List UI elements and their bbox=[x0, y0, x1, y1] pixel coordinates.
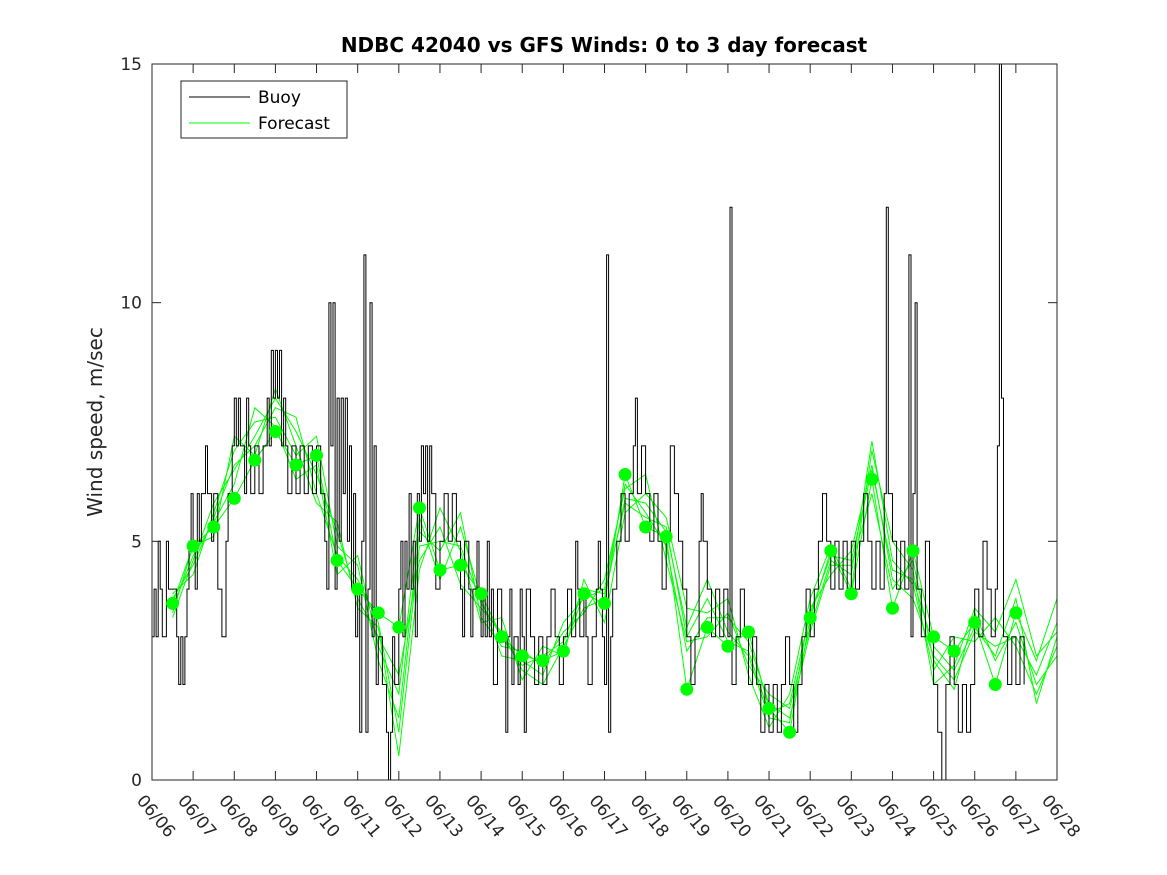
forecast-marker bbox=[947, 644, 961, 658]
y-tick-label: 5 bbox=[131, 532, 142, 552]
forecast-marker bbox=[186, 539, 200, 553]
x-tick-label: 06/21 bbox=[749, 791, 796, 841]
forecast-marker bbox=[412, 501, 426, 515]
forecast-marker bbox=[371, 606, 385, 620]
y-axis-label: Wind speed, m/sec bbox=[83, 327, 107, 517]
x-tick-label: 06/19 bbox=[667, 791, 714, 841]
forecast-line-6 bbox=[172, 407, 1058, 733]
forecast-marker bbox=[577, 587, 591, 601]
forecast-marker bbox=[227, 491, 241, 505]
x-tick-label: 06/23 bbox=[831, 791, 878, 841]
legend-box bbox=[180, 80, 348, 139]
forecast-marker bbox=[556, 644, 570, 658]
forecast-marker bbox=[721, 639, 735, 653]
x-tick-label: 06/11 bbox=[338, 791, 385, 841]
x-tick-label: 06/24 bbox=[873, 791, 920, 841]
buoy-line bbox=[152, 63, 1025, 781]
chart-title: NDBC 42040 vs GFS Winds: 0 to 3 day fore… bbox=[341, 33, 868, 57]
forecast-marker bbox=[207, 520, 221, 534]
forecast-line-5 bbox=[172, 406, 1058, 719]
forecast-marker bbox=[454, 558, 467, 572]
forecast-marker bbox=[700, 620, 714, 634]
x-tick-label: 06/17 bbox=[585, 791, 632, 841]
forecast-marker bbox=[248, 453, 262, 467]
forecast-marker bbox=[639, 520, 653, 534]
x-tick-label: 06/27 bbox=[996, 791, 1043, 841]
legend-buoy-label: Buoy bbox=[258, 88, 301, 108]
forecast-marker bbox=[906, 544, 920, 558]
x-tick-label: 06/14 bbox=[461, 791, 508, 841]
series-layer bbox=[152, 63, 1058, 781]
x-tick-label: 06/06 bbox=[132, 791, 179, 841]
forecast-marker bbox=[310, 448, 323, 462]
forecast-marker bbox=[783, 725, 797, 739]
x-tick-label: 06/08 bbox=[214, 791, 261, 841]
forecast-marker bbox=[824, 544, 838, 558]
x-tick-label: 06/28 bbox=[1037, 791, 1084, 841]
x-tick-label: 06/18 bbox=[626, 791, 673, 841]
x-tick-label: 06/12 bbox=[379, 791, 426, 841]
forecast-marker bbox=[1009, 606, 1023, 620]
forecast-marker bbox=[598, 596, 611, 610]
forecast-marker bbox=[742, 625, 755, 639]
forecast-marker bbox=[289, 458, 303, 472]
forecast-marker bbox=[762, 701, 776, 715]
forecast-marker bbox=[659, 530, 673, 544]
forecast-marker bbox=[351, 582, 365, 596]
x-tick-label: 06/09 bbox=[256, 791, 303, 841]
forecast-marker bbox=[392, 620, 406, 634]
forecast-marker bbox=[865, 472, 879, 486]
forecast-marker bbox=[474, 587, 488, 601]
y-tick-label: 15 bbox=[120, 55, 142, 75]
x-tick-label: 06/22 bbox=[790, 791, 837, 841]
x-tick-label: 06/13 bbox=[420, 791, 467, 841]
x-tick-label: 06/10 bbox=[297, 791, 344, 841]
forecast-marker bbox=[330, 553, 344, 567]
forecast-marker bbox=[433, 563, 447, 577]
forecast-marker bbox=[495, 630, 509, 644]
forecast-marker bbox=[166, 596, 180, 610]
forecast-marker bbox=[988, 678, 1002, 691]
forecast-marker bbox=[618, 468, 632, 481]
forecast-marker bbox=[886, 601, 899, 615]
forecast-marker bbox=[968, 616, 982, 629]
forecast-marker bbox=[536, 654, 550, 668]
x-tick-label: 06/26 bbox=[955, 791, 1002, 841]
x-tick-label: 06/15 bbox=[502, 791, 549, 841]
y-tick-label: 0 bbox=[131, 771, 142, 791]
x-tick-label: 06/16 bbox=[544, 791, 591, 841]
x-tick-label: 06/07 bbox=[173, 791, 220, 841]
forecast-marker bbox=[268, 425, 282, 438]
forecast-marker bbox=[803, 611, 817, 625]
x-tick-label: 06/20 bbox=[708, 791, 755, 841]
y-tick-label: 10 bbox=[120, 294, 142, 314]
forecast-marker bbox=[515, 649, 529, 663]
forecast-marker bbox=[927, 630, 941, 644]
legend: Buoy Forecast bbox=[180, 80, 348, 139]
forecast-marker bbox=[680, 682, 694, 696]
legend-forecast-label: Forecast bbox=[258, 114, 330, 134]
forecast-marker bbox=[844, 587, 858, 601]
x-tick-label: 06/25 bbox=[914, 791, 961, 841]
